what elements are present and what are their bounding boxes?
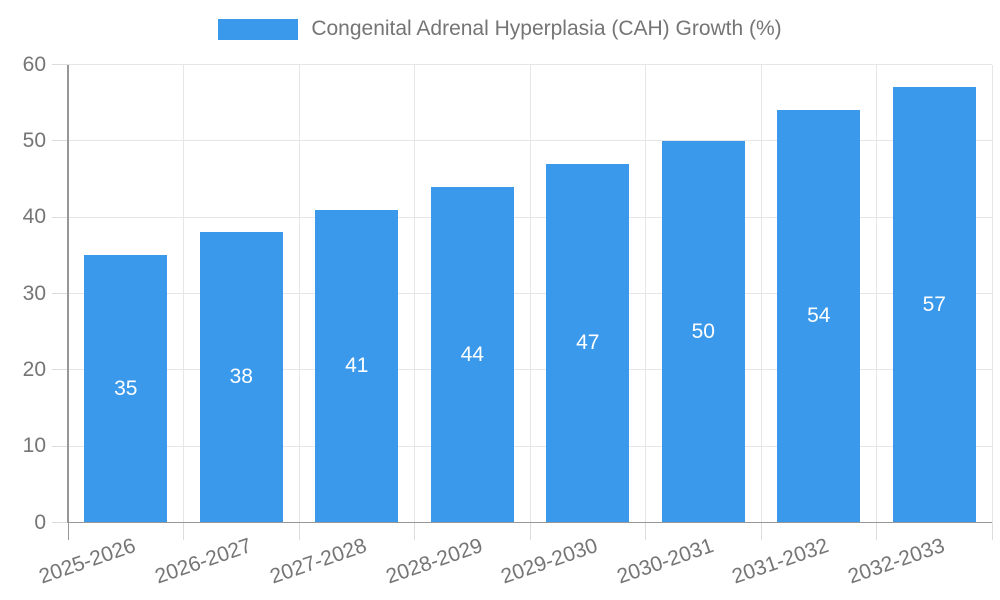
- bar-value-label: 47: [576, 331, 600, 355]
- y-axis-line: [67, 64, 69, 523]
- y-axis-tick-label: 0: [34, 510, 46, 534]
- y-tick-mark: [52, 293, 68, 294]
- x-axis-tick-label: 2029-2030: [498, 533, 601, 589]
- x-tick-mark: [760, 522, 762, 540]
- bar[interactable]: [892, 87, 976, 523]
- y-tick-mark: [52, 369, 68, 371]
- y-axis-tick-label: 30: [22, 281, 46, 305]
- bar-value-label: 41: [345, 354, 369, 378]
- gridline-x: [991, 64, 993, 523]
- x-tick-mark: [876, 522, 877, 540]
- bar-value-label: 54: [807, 304, 831, 328]
- legend-swatch: [218, 18, 299, 40]
- y-tick-mark: [52, 140, 68, 142]
- x-axis-tick-label: 2030-2031: [613, 533, 717, 589]
- y-axis-tick-label: 20: [22, 357, 46, 381]
- gridline-x: [529, 64, 531, 523]
- bar[interactable]: [661, 140, 745, 523]
- x-axis-tick-label: 2026-2027: [151, 533, 255, 589]
- gridline-x: [298, 64, 300, 523]
- gridline-x: [876, 64, 877, 523]
- x-tick-mark: [67, 522, 69, 540]
- x-tick-mark: [991, 522, 993, 540]
- x-axis-tick-label: 2028-2029: [382, 533, 486, 589]
- bar[interactable]: [84, 255, 168, 523]
- y-axis-tick-label: 60: [22, 52, 46, 76]
- y-tick-mark: [52, 445, 68, 447]
- x-tick-mark: [298, 522, 300, 540]
- y-tick-mark: [52, 216, 68, 218]
- bar-value-label: 35: [114, 376, 138, 400]
- bar[interactable]: [430, 186, 514, 523]
- x-tick-mark: [183, 522, 184, 540]
- x-axis-tick-label: 2032-2033: [844, 533, 948, 589]
- bar[interactable]: [546, 163, 630, 523]
- bar[interactable]: [199, 232, 283, 523]
- bar[interactable]: [777, 110, 861, 523]
- bar-value-label: 57: [922, 292, 946, 316]
- y-axis-tick-label: 40: [22, 205, 46, 229]
- x-tick-mark: [529, 522, 531, 540]
- x-axis-line: [68, 521, 992, 524]
- x-tick-mark: [414, 522, 415, 540]
- gridline-x: [414, 64, 415, 523]
- bar-value-label: 44: [460, 342, 484, 366]
- gridline-x: [645, 64, 646, 523]
- legend-label: Congenital Adrenal Hyperplasia (CAH) Gro…: [311, 17, 782, 40]
- y-tick-mark: [52, 64, 68, 65]
- y-axis-tick-label: 50: [22, 128, 46, 152]
- y-tick-mark: [52, 522, 68, 523]
- gridline-x: [183, 64, 184, 523]
- x-tick-mark: [645, 522, 646, 540]
- bar-value-label: 38: [229, 365, 253, 389]
- gridline-x: [760, 64, 762, 523]
- y-axis-tick-label: 10: [22, 434, 46, 458]
- bar-value-label: 50: [691, 319, 715, 343]
- x-axis-tick-label: 2025-2026: [36, 533, 139, 589]
- bar[interactable]: [315, 209, 399, 523]
- x-axis-tick-label: 2031-2032: [729, 533, 832, 589]
- x-axis-tick-label: 2027-2028: [267, 533, 370, 589]
- chart-legend[interactable]: Congenital Adrenal Hyperplasia (CAH) Gro…: [0, 17, 1000, 41]
